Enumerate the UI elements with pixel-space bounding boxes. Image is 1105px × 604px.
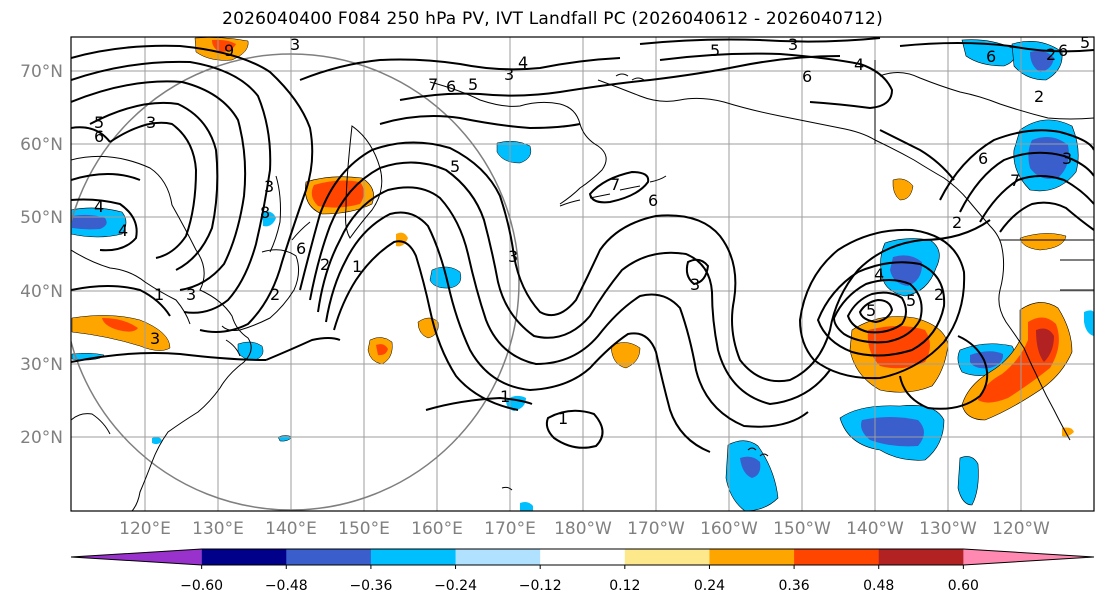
contour-label: 4 <box>874 265 884 284</box>
contour-label: 3 <box>508 247 518 266</box>
contour-label: 2 <box>1046 45 1056 64</box>
contour-label: 3 <box>690 275 700 294</box>
contour-label: 7 <box>610 175 620 194</box>
contour-label: 1 <box>558 409 568 428</box>
contour-label: 2 <box>1034 87 1044 106</box>
contour-label: 6 <box>1058 41 1068 60</box>
contour-label: 1 <box>352 257 362 276</box>
contour-label: 3 <box>150 329 160 348</box>
map-title: 2026040400 F084 250 hPa PV, IVT Landfall… <box>222 9 883 29</box>
colorbar-tick-label: 0.36 <box>779 578 810 594</box>
colorbar-tick-label: 0.24 <box>694 578 725 594</box>
graticule <box>71 37 1094 511</box>
contour-label: 5 <box>468 75 478 94</box>
lon-label: 180°W <box>554 519 612 539</box>
contour-label: 4 <box>118 221 128 240</box>
contour-label: 5 <box>1080 33 1090 52</box>
lat-label: 20°N <box>20 428 63 448</box>
colorbar-swatch <box>709 549 795 565</box>
lon-label: 120°W <box>992 519 1050 539</box>
contour-label: 3 <box>504 65 514 84</box>
colorbar-tick-label: −0.48 <box>265 578 308 594</box>
lon-label: 170°W <box>627 519 685 539</box>
contour-label: 5 <box>906 291 916 310</box>
lat-label: 50°N <box>20 208 63 228</box>
contour-label: 4 <box>518 53 528 72</box>
contour-label: 5 <box>710 41 720 60</box>
contour-label: 5 <box>866 301 876 320</box>
contour-label: 3 <box>290 35 300 54</box>
contour-label: 3 <box>264 177 274 196</box>
colorbar-ticks: −0.60 −0.48 −0.36 −0.24 −0.12 0.12 0.24 … <box>180 578 979 594</box>
contour-label: 6 <box>446 77 456 96</box>
colorbar-tick-label: 0.48 <box>863 578 894 594</box>
pv-contour-labels: 9 3 5 3 5 6 7 6 3 5 4 5 3 6 4 7 6 4 3 8 … <box>94 33 1090 428</box>
colorbar-tick-label: −0.60 <box>180 578 223 594</box>
colorbar-swatch <box>794 549 880 565</box>
coastlines <box>71 60 1094 511</box>
lon-label: 130°E <box>192 519 244 539</box>
lon-label: 160°W <box>700 519 758 539</box>
contour-label: 2 <box>934 285 944 304</box>
contour-label: 6 <box>986 47 996 66</box>
contour-label: 3 <box>788 35 798 54</box>
contour-label: 4 <box>854 55 864 74</box>
lon-label: 140°W <box>846 519 904 539</box>
lon-label: 160°E <box>411 519 463 539</box>
lon-label: 170°E <box>484 519 536 539</box>
contour-label: 1 <box>500 387 510 406</box>
contour-label: 1 <box>154 285 164 304</box>
contour-label: 6 <box>648 191 658 210</box>
colorbar-extend-low <box>71 549 202 565</box>
contour-label: 2 <box>320 255 330 274</box>
colorbar-tick-label: 0.60 <box>948 578 979 594</box>
contour-label: 7 <box>1010 171 1020 190</box>
contour-label: 3 <box>186 285 196 304</box>
lon-label: 150°E <box>338 519 390 539</box>
latitude-labels: 70°N 60°N 50°N 40°N 30°N 20°N <box>20 62 63 448</box>
colorbar-tick-label: 0.12 <box>609 578 640 594</box>
plot-frame <box>70 36 1095 512</box>
lon-label: 130°W <box>919 519 977 539</box>
lon-label: 140°E <box>265 519 317 539</box>
contour-label: 6 <box>296 239 306 258</box>
colorbar-swatch <box>540 549 626 565</box>
colorbar-swatch <box>201 549 287 565</box>
contour-label: 8 <box>260 203 270 222</box>
contour-label: 6 <box>94 127 104 146</box>
contour-label: 6 <box>802 67 812 86</box>
colorbar-swatch <box>370 549 457 565</box>
contour-label: 5 <box>94 113 104 132</box>
contour-label: 2 <box>952 213 962 232</box>
colorbar-tick-label: −0.12 <box>519 578 562 594</box>
contour-label: 3 <box>1062 149 1072 168</box>
contour-label: 3 <box>146 113 156 132</box>
colorbar-tick-label: −0.24 <box>434 578 477 594</box>
colorbar-extend-high <box>963 549 1094 565</box>
positive-ivt-fields <box>71 37 1074 437</box>
lat-label: 40°N <box>20 282 63 302</box>
colorbar <box>70 548 1095 569</box>
map-content: 9 3 5 3 5 6 7 6 3 5 4 5 3 6 4 7 6 4 3 8 … <box>71 33 1094 511</box>
lon-label: 120°E <box>119 519 171 539</box>
contour-label: 9 <box>224 41 234 60</box>
lat-label: 60°N <box>20 135 63 155</box>
lon-label: 150°W <box>773 519 831 539</box>
contour-label: 5 <box>450 157 460 176</box>
pv-contours <box>71 37 1094 453</box>
colorbar-swatch <box>878 549 964 565</box>
contour-label: 4 <box>94 197 104 216</box>
colorbar-tick-label: −0.36 <box>349 578 392 594</box>
range-ring <box>71 53 520 511</box>
colorbar-swatch <box>455 549 541 565</box>
longitude-labels: 120°E 130°E 140°E 150°E 160°E 170°E 180°… <box>119 519 1050 539</box>
colorbar-swatch <box>624 549 710 565</box>
contour-label: 2 <box>270 285 280 304</box>
lat-label: 70°N <box>20 62 63 82</box>
contour-label: 6 <box>978 149 988 168</box>
colorbar-swatch <box>286 549 372 565</box>
lat-label: 30°N <box>20 355 63 375</box>
contour-label: 7 <box>428 75 438 94</box>
